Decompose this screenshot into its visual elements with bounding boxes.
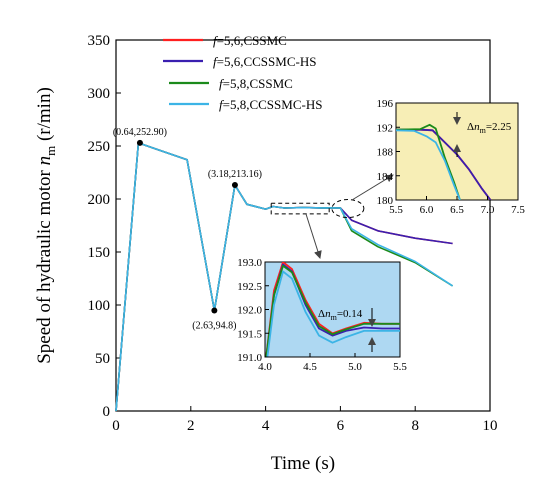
- zoom-box-bottom: [270, 202, 330, 215]
- inset-top-line-s3: [396, 123, 461, 200]
- inset-bottom-y-tick-label: 191.5: [237, 328, 262, 340]
- inset-bottom-y-tick-label: 192.0: [237, 305, 262, 317]
- x-tick-label: 4: [262, 418, 270, 434]
- zoom-arrow-top: [351, 174, 394, 201]
- inset-top-x-tick-label: 6.0: [420, 204, 434, 216]
- inset-top-x-tick-label: 6.5: [450, 204, 464, 216]
- legend-label-s2: f=5,6,CCSSMC-HS: [213, 54, 316, 69]
- inset-bottom-x-tick-label: 5.0: [348, 361, 362, 373]
- y-tick-label: 50: [95, 351, 110, 367]
- x-axis-title: Time (s): [271, 453, 335, 474]
- inset-bottom-y-tick-label: 192.5: [237, 281, 262, 293]
- inset-bottom-x-tick-label: 5.5: [393, 361, 407, 373]
- y-tick-label: 0: [103, 404, 111, 420]
- series-line-s4: [115, 142, 454, 412]
- x-tick-label: 10: [483, 418, 498, 434]
- annotation-point: [231, 182, 238, 189]
- annotation-label: (0.64,252.90): [113, 127, 167, 138]
- x-tick-label: 8: [411, 418, 419, 434]
- inset-bottom-y-tick-label: 193.0: [237, 257, 262, 269]
- inset-top-line-s4: [396, 129, 461, 200]
- legend-label-s4: f=5,8,CCSSMC-HS: [219, 97, 322, 112]
- y-tick-label: 100: [88, 298, 111, 314]
- inset-bottom-delta-label: Δnm=0.14: [318, 308, 363, 322]
- annotation-point: [136, 139, 143, 146]
- inset-bottom-x-tick-label: 4.0: [258, 361, 272, 373]
- y-tick-label: 200: [88, 192, 111, 208]
- inset-top-y-tick-label: 196: [377, 98, 394, 110]
- inset-bottom-frame: [264, 261, 401, 358]
- y-tick-label: 250: [88, 139, 111, 155]
- zoom-arrow-bottom: [305, 213, 322, 259]
- y-axis-title: Speed of hydraulic motor nm (r/min): [34, 87, 58, 364]
- y-tick-label: 150: [88, 245, 111, 261]
- annotation-label: (2.63,94.8): [192, 321, 236, 332]
- x-tick-label: 6: [337, 418, 345, 434]
- legend-label-s1: f=5,6,CSSMC: [213, 33, 287, 48]
- plot-frame: [115, 39, 491, 412]
- y-tick-label: 350: [88, 33, 111, 49]
- inset-bottom-line-s4: [266, 270, 400, 357]
- inset-bottom-x-tick-label: 4.5: [303, 361, 317, 373]
- inset-top-y-tick-label: 184: [377, 171, 394, 183]
- inset-top-line-s2: [396, 128, 492, 200]
- annotation-label: (3.18,213.16): [208, 169, 262, 180]
- inset-top-x-tick-label: 7.0: [481, 204, 495, 216]
- x-tick-label: 0: [112, 418, 120, 434]
- inset-top-delta-label: Δnm=2.25: [467, 121, 512, 135]
- y-tick-label: 300: [88, 86, 111, 102]
- x-tick-label: 2: [187, 418, 195, 434]
- legend-label-s3: f=5,8,CSSMC: [219, 76, 293, 91]
- inset-top-x-tick-label: 7.5: [511, 204, 525, 216]
- inset-top-y-tick-label: 192: [377, 122, 394, 134]
- inset-bottom-y-tick-label: 191.0: [237, 352, 262, 364]
- inset-top-y-tick-label: 180: [377, 195, 394, 207]
- inset-top-y-tick-label: 188: [377, 147, 394, 159]
- zoom-ellipse-top: [331, 199, 365, 219]
- inset-top-x-tick-label: 5.5: [389, 204, 403, 216]
- annotation-point: [211, 307, 218, 314]
